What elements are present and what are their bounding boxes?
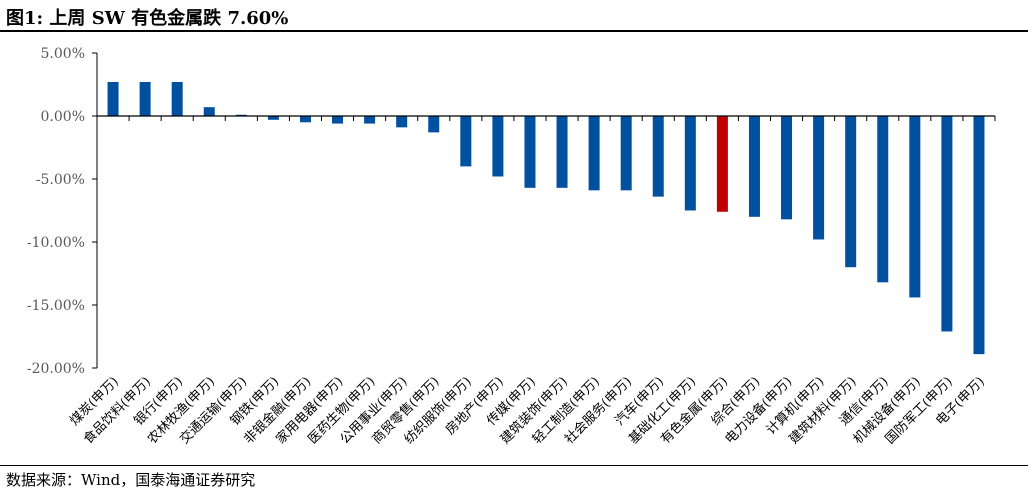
bar (460, 116, 472, 167)
y-tick-label: -5.00% (36, 172, 85, 188)
bar (492, 116, 504, 177)
bar (364, 116, 376, 124)
bar (139, 81, 151, 116)
bar (845, 116, 857, 268)
bar (941, 116, 953, 332)
bar (877, 116, 889, 283)
bar (396, 116, 408, 128)
bar (332, 116, 344, 124)
bar (973, 116, 985, 355)
bar (716, 116, 728, 212)
y-tick-label: -15.00% (27, 298, 85, 314)
x-axis (96, 115, 996, 121)
y-tick-label: 0.00% (41, 109, 85, 125)
bar (813, 116, 825, 240)
bar (267, 116, 279, 120)
bar (652, 116, 664, 197)
y-tick-label: -10.00% (27, 235, 85, 251)
bar (107, 81, 119, 116)
bar (235, 114, 247, 116)
bar (203, 107, 215, 116)
bar (171, 81, 183, 116)
y-axis: 5.00% 0.00% -5.00% -10.00% -15.00% -20.00% (27, 46, 98, 377)
bar (748, 116, 760, 217)
y-tick-label: 5.00% (41, 46, 85, 62)
bar (556, 116, 568, 188)
bar (428, 116, 440, 133)
bar (588, 116, 600, 191)
bar (524, 116, 536, 188)
y-tick-label: -20.00% (27, 361, 85, 377)
source-note: 数据来源：Wind，国泰海通证券研究 (6, 471, 256, 489)
chart-title: 图1: 上周 SW 有色金属跌 7.60% (6, 8, 289, 29)
bar (299, 116, 311, 123)
bar (781, 116, 793, 220)
title-divider (0, 30, 1028, 32)
bars (107, 81, 985, 355)
bar-chart: 5.00% 0.00% -5.00% -10.00% -15.00% -20.00% 煤炭… (27, 46, 996, 448)
x-tick-labels: 煤炭(申万)食品饮料(申万)银行(申万)农林牧渔(申万)交通运输(申万)钢铁(申… (67, 374, 987, 448)
bar (684, 116, 696, 211)
bar (909, 116, 921, 298)
footer-divider (0, 465, 1028, 466)
bar (620, 116, 632, 191)
